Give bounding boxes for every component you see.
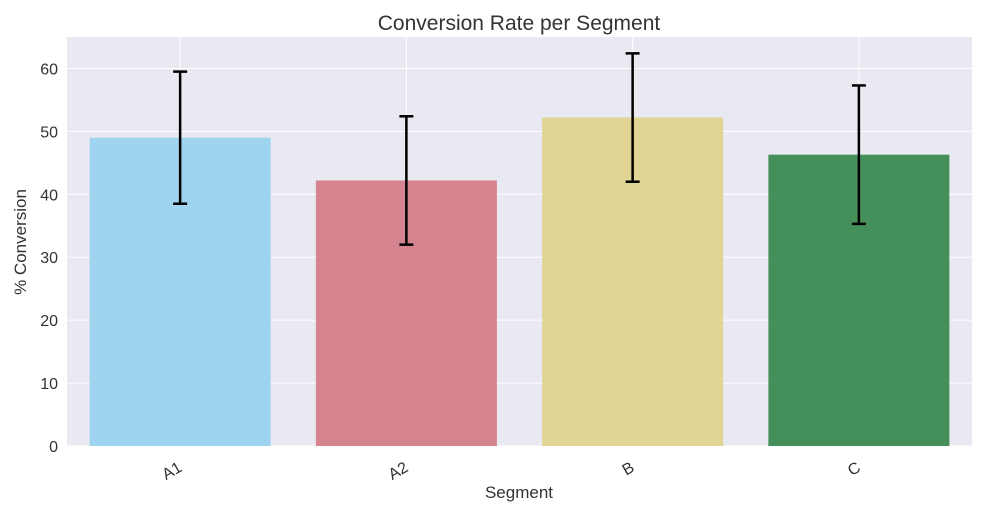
y-tick-label: 60 — [40, 61, 58, 78]
y-tick-label: 0 — [49, 439, 58, 456]
error-bars — [173, 52, 866, 246]
x-axis-ticks: A1 A2 B C — [159, 459, 863, 484]
x-tick-label: A2 — [386, 459, 412, 484]
y-tick-label: 20 — [40, 313, 58, 330]
x-tick-label: C — [845, 459, 864, 480]
x-tick-label: A1 — [159, 459, 185, 484]
error-bar-b — [625, 52, 640, 183]
y-tick-label: 30 — [40, 250, 58, 267]
error-bar-a1 — [173, 70, 188, 205]
y-tick-label: 50 — [40, 124, 58, 141]
chart-title: Conversion Rate per Segment — [378, 12, 661, 35]
y-axis-ticks: 0 10 20 30 40 50 60 — [40, 61, 58, 456]
x-axis-title: Segment — [485, 483, 553, 502]
y-axis-title: % Conversion — [11, 189, 30, 295]
error-bar-a2 — [399, 115, 414, 246]
x-tick-label: B — [620, 459, 638, 479]
y-tick-label: 40 — [40, 187, 58, 204]
y-tick-label: 10 — [40, 376, 58, 393]
error-bar-c — [851, 84, 866, 226]
